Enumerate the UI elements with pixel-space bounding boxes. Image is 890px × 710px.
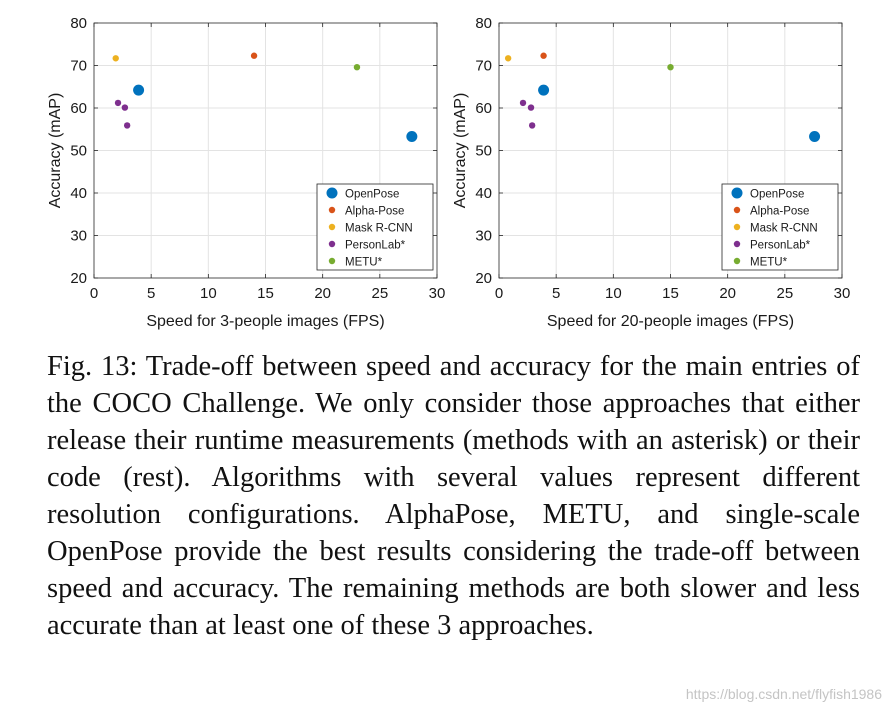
data-point-metu	[353, 63, 361, 71]
legend: OpenPose Alpha-Pose Mask R-CNN PersonLab* ME…	[316, 183, 434, 271]
y-axis-label: Accuracy (mAP)	[47, 93, 64, 209]
y-tick-label: 80	[475, 15, 492, 32]
y-tick-label: 30	[475, 228, 492, 245]
data-point-personlab	[519, 99, 527, 107]
y-tick-label: 70	[70, 58, 87, 75]
data-point-personlab	[114, 99, 122, 107]
x-tick-label: 20	[719, 285, 736, 302]
legend-marker-alpha-pose	[328, 206, 336, 214]
x-tick-label: 25	[776, 285, 793, 302]
data-point-openpose	[133, 84, 145, 96]
legend-label-personlab: PersonLab*	[345, 240, 406, 252]
y-tick-label: 30	[70, 228, 87, 245]
y-tick-label: 70	[475, 58, 492, 75]
legend-marker-metu	[328, 257, 336, 265]
x-tick-label: 10	[605, 285, 622, 302]
figure-caption: Fig. 13: Trade-off between speed and acc…	[47, 351, 860, 641]
y-tick-label: 60	[475, 100, 492, 117]
data-point-openpose	[406, 130, 418, 142]
x-tick-label: 20	[314, 285, 331, 302]
legend-label-openpose: OpenPose	[750, 189, 804, 201]
data-point-personlab	[528, 122, 536, 129]
legend-label-mask-r-cnn: Mask R-CNN	[345, 223, 413, 235]
legend-label-personlab: PersonLab*	[750, 240, 811, 252]
y-tick-label: 40	[475, 185, 492, 202]
data-point-personlab	[121, 104, 129, 111]
legend-marker-openpose	[326, 187, 338, 199]
legend-label-openpose: OpenPose	[345, 189, 399, 201]
y-tick-label: 60	[70, 100, 87, 117]
data-point-mask-r-cnn	[112, 55, 119, 62]
legend-label-metu: METU*	[345, 257, 383, 269]
legend-label-metu: METU*	[750, 257, 788, 269]
x-tick-label: 5	[552, 285, 560, 302]
legend-marker-mask-r-cnn	[328, 223, 336, 231]
data-point-personlab	[527, 104, 535, 111]
y-tick-label: 50	[70, 143, 87, 160]
x-tick-label: 25	[371, 285, 388, 302]
legend-label-alpha-pose: Alpha-Pose	[750, 206, 809, 218]
watermark: https://blog.csdn.net/flyfish1986	[685, 686, 882, 702]
y-tick-label: 50	[475, 143, 492, 160]
y-tick-label: 40	[70, 185, 87, 202]
legend-box	[721, 183, 839, 271]
x-tick-label: 15	[257, 285, 274, 302]
data-point-metu	[667, 63, 674, 71]
y-tick-label: 20	[70, 270, 87, 287]
chart-20-people: 0 5 10 15 20 25 30 20 30 40 50 60 70 80 Speed for 20-p…	[452, 15, 850, 330]
x-tick-label: 5	[147, 285, 155, 302]
data-point-personlab	[123, 122, 131, 129]
data-point-openpose	[538, 84, 550, 96]
legend-marker-personlab	[733, 240, 741, 248]
x-axis-label: Speed for 3-people images (FPS)	[146, 313, 384, 330]
legend-marker-mask-r-cnn	[733, 223, 741, 231]
x-tick-label: 10	[200, 285, 217, 302]
x-tick-label: 0	[495, 285, 503, 302]
legend-label-alpha-pose: Alpha-Pose	[345, 206, 404, 218]
data-point-openpose	[809, 130, 821, 142]
legend-label-mask-r-cnn: Mask R-CNN	[750, 223, 818, 235]
x-tick-label: 0	[90, 285, 98, 302]
legend: OpenPose Alpha-Pose Mask R-CNN PersonLab* ME…	[721, 183, 839, 271]
legend-marker-metu	[733, 257, 741, 265]
data-point-mask-r-cnn	[504, 55, 512, 62]
legend-box	[316, 183, 434, 271]
data-point-alpha-pose	[540, 52, 547, 59]
x-tick-label: 30	[429, 285, 445, 302]
x-axis-label: Speed for 20-people images (FPS)	[547, 313, 794, 330]
legend-marker-personlab	[328, 240, 336, 248]
legend-marker-openpose	[731, 187, 743, 199]
y-axis-label: Accuracy (mAP)	[452, 93, 469, 209]
x-tick-label: 30	[834, 285, 850, 302]
x-tick-label: 15	[662, 285, 679, 302]
legend-marker-alpha-pose	[733, 206, 741, 214]
chart-3-people: 0 5 10 15 20 25 30 20 30 40 50 60 70 80 Speed for 3-pe…	[47, 15, 445, 330]
y-tick-label: 20	[475, 270, 492, 287]
y-tick-label: 80	[70, 15, 87, 32]
data-point-alpha-pose	[250, 52, 258, 59]
